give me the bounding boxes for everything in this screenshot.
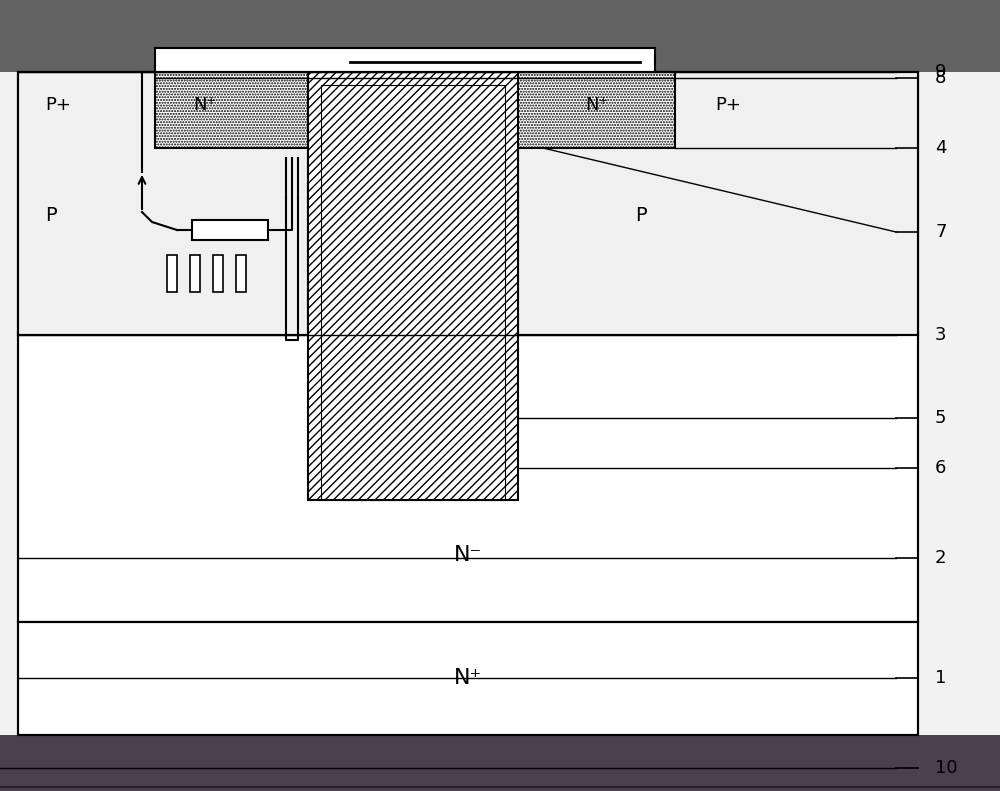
- Bar: [18, 72, 918, 622]
- Text: P+: P+: [715, 96, 741, 114]
- Bar: [18, 622, 918, 735]
- Bar: [190, 255, 200, 292]
- Bar: [192, 220, 268, 240]
- Bar: [18, 72, 308, 335]
- Text: 6: 6: [935, 459, 946, 477]
- Text: N⁺: N⁺: [454, 668, 482, 688]
- Text: 10: 10: [935, 759, 958, 777]
- Bar: [321, 85, 505, 500]
- Bar: [167, 255, 177, 292]
- Text: 4: 4: [935, 139, 947, 157]
- Bar: [0, 735, 1000, 791]
- Text: 5: 5: [935, 409, 947, 427]
- Text: 3: 3: [935, 326, 947, 344]
- Text: 1: 1: [935, 669, 946, 687]
- Text: P: P: [45, 206, 57, 225]
- Bar: [155, 72, 308, 148]
- Text: N⁻: N⁻: [454, 545, 482, 565]
- Text: P: P: [635, 206, 647, 225]
- Text: 9: 9: [935, 63, 947, 81]
- Text: N⁺: N⁺: [194, 96, 216, 114]
- Text: 8: 8: [935, 69, 946, 87]
- Bar: [518, 72, 918, 335]
- Text: P+: P+: [45, 96, 71, 114]
- Bar: [308, 72, 518, 500]
- Text: 7: 7: [935, 223, 947, 241]
- Bar: [213, 255, 223, 292]
- Bar: [0, 0, 1000, 72]
- Bar: [236, 255, 246, 292]
- Bar: [518, 72, 675, 148]
- Bar: [155, 48, 655, 72]
- Text: N⁺: N⁺: [586, 96, 608, 114]
- Text: 2: 2: [935, 549, 947, 567]
